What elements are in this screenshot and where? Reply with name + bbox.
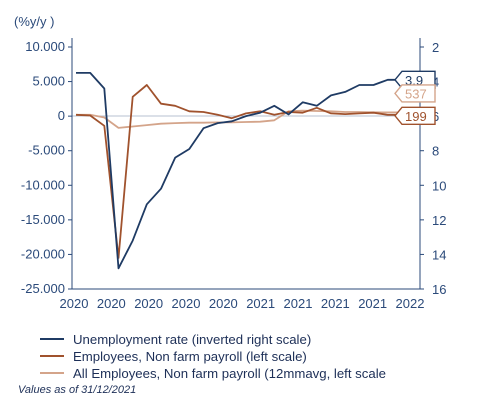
legend-swatch-all-employees [40,372,64,374]
legend-label-employees: Employees, Non farm payroll (left scale) [73,348,307,364]
employees-nfp-line [75,84,402,259]
x-tick-label: 2021 [358,296,387,311]
right-tick-label: 2 [432,40,439,55]
x-tick-label: 2021 [246,296,275,311]
left-tick-label: -25.000 [21,281,65,296]
left-tick-label: 5.000 [32,74,65,89]
left-tick-label: -10.000 [21,177,65,192]
legend-item-all-employees: All Employees, Non farm payroll (12mmavg… [40,365,480,381]
right-tick-label: 14 [432,247,446,262]
left-axis-unit: (%y/y ) [14,14,54,29]
legend-item-unemployment: Unemployment rate (inverted right scale) [40,331,480,347]
unemployment-rate-line [76,72,402,270]
end-label-value: 3.9 [405,73,423,88]
end-label-box [394,106,436,125]
x-tick-label: 2020 [60,296,89,311]
left-tick-label: -20.000 [21,246,65,261]
values-date-note: Values as of 31/12/2021 [18,384,137,396]
x-tick-label: 2020 [172,296,201,311]
left-tick-label: 0 [58,108,65,123]
right-tick-label: 12 [432,213,446,228]
right-tick-label: 8 [432,144,439,159]
x-tick-label: 2022 [396,296,425,311]
x-tick-label: 2020 [97,296,126,311]
legend: Unemployment rate (inverted right scale)… [40,331,480,382]
left-tick-label: -5.000 [28,143,65,158]
legend-label-unemployment: Unemployment rate (inverted right scale) [73,331,312,347]
left-tick-label: 10.000 [25,39,65,54]
end-label-box [394,84,436,103]
x-tick-label: 2021 [284,296,313,311]
line-chart: (%y/y ) 10.000 5.000 0 -5.000 -10.000 -15.000… [14,14,446,311]
left-tick-label: -15.000 [21,212,65,227]
right-tick-label: 16 [432,282,446,297]
right-tick-label: 10 [432,178,446,193]
legend-label-all-employees: All Employees, Non farm payroll (12mmavg… [73,365,386,381]
legend-swatch-unemployment [40,338,64,340]
x-tick-label: 2021 [321,296,350,311]
legend-item-employees: Employees, Non farm payroll (left scale) [40,348,480,364]
end-label-value: 537 [405,86,427,101]
x-tick-label: 2020 [209,296,238,311]
x-tick-label: 2020 [134,296,163,311]
legend-swatch-employees [40,355,64,357]
end-label-value: 199 [405,109,427,124]
